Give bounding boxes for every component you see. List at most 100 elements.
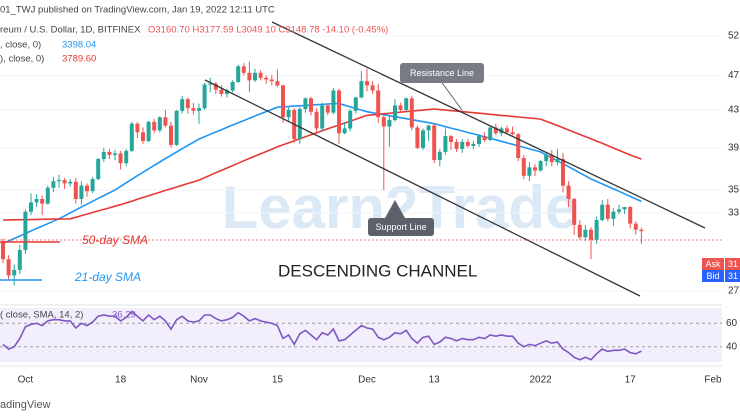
candle-body [449,136,453,142]
candle-body [57,180,61,182]
candle-body [421,130,425,148]
rsi-tick-label: 60 [726,318,738,329]
candle-body [124,150,129,164]
resistance-pointer [439,79,463,111]
candle-body [331,90,336,113]
candle-body [275,81,280,86]
candle-body [398,105,403,110]
x-tick-label: 17 [625,375,637,386]
candle-body [152,121,157,131]
ask-label: Ask [705,259,721,269]
resistance-label-box [400,63,484,83]
candle-body [135,123,140,133]
plot-area [0,35,722,361]
candle-body [118,153,123,164]
candle-body [415,127,420,148]
sma21-value: 3398.04 [62,40,96,51]
candle-body [633,223,638,230]
candle-body [628,207,633,224]
candle-body [409,98,414,128]
candle-body [180,99,185,111]
publisher: 01_TWJ published on TradingView.com, Jan… [0,5,275,16]
y-tick-label: 27 [728,286,740,297]
candle-body [544,154,549,162]
candle-body [23,211,28,250]
support-label: Support Line [375,222,426,232]
x-tick-label: 15 [272,375,284,386]
channel-annotation: DESCENDING CHANNEL [278,261,477,280]
candle-body [45,187,50,204]
candle-body [309,98,313,112]
candle-body [443,136,448,152]
candle-body [404,98,409,110]
candle-body [337,90,341,134]
candle-body [617,209,621,212]
x-tick-label: Dec [358,375,376,386]
candle-body [68,181,73,184]
candle-body [129,123,134,151]
candle-body [297,109,302,140]
candle-body [174,110,179,145]
support-label-box [368,218,434,236]
candle-body [1,242,5,260]
candle-body [488,127,493,141]
candle-body [85,185,89,192]
support-pointer [385,200,405,218]
candle-body [169,125,173,145]
support-channel-line [204,79,641,297]
resistance-label: Resistance Line [410,68,474,78]
bid-label: Bid [706,271,719,281]
candle-body [146,121,151,141]
candle-body [342,128,347,134]
candle-body [96,159,101,180]
x-tick-label: Oct [18,375,34,386]
candle-body [572,198,577,225]
candle-body [387,120,392,127]
candle-body [113,153,117,155]
footer: adingView [0,399,51,411]
candle-body [236,66,241,82]
rsi-value: 36.29 [112,310,136,321]
candle-body [600,204,605,221]
candle-body [393,105,397,121]
candle-body [107,151,112,155]
candle-body [589,229,593,240]
candle-body [17,249,22,270]
candle-body [533,167,537,171]
candle-body [62,180,67,184]
candle-body [191,108,196,111]
candle-body [639,229,644,232]
resistance-channel-line [271,21,706,229]
candle-body [454,141,459,149]
candle-body [348,110,353,129]
candle-body [493,127,498,134]
candle-body [12,269,17,276]
candle-body [213,83,218,90]
candle-body [157,117,162,131]
sma21-legend: , close, 0) [0,40,41,51]
x-tick-label: 2022 [529,375,552,386]
candle-body [482,136,487,141]
candle-body [516,134,521,159]
candle-body [471,143,476,146]
candle-body [34,198,39,203]
candle-body [6,259,11,276]
y-tick-label: 43 [728,105,740,116]
candle-body [247,72,252,81]
candle-body [465,141,470,146]
sma50-annotation: 50-day SMA [82,233,148,247]
candle-body [521,158,526,176]
sma21-annotation: 21-day SMA [74,270,141,284]
candle-body [225,90,229,94]
y-tick-label: 35 [728,185,740,196]
candle-body [230,81,235,91]
ask-price: 31 [728,259,738,269]
x-tick-label: 18 [115,375,127,386]
y-tick-label: 52 [728,31,740,42]
candle-body [370,85,375,91]
candle-body [353,97,358,111]
candle-body [611,211,616,219]
candle-body [577,224,582,238]
